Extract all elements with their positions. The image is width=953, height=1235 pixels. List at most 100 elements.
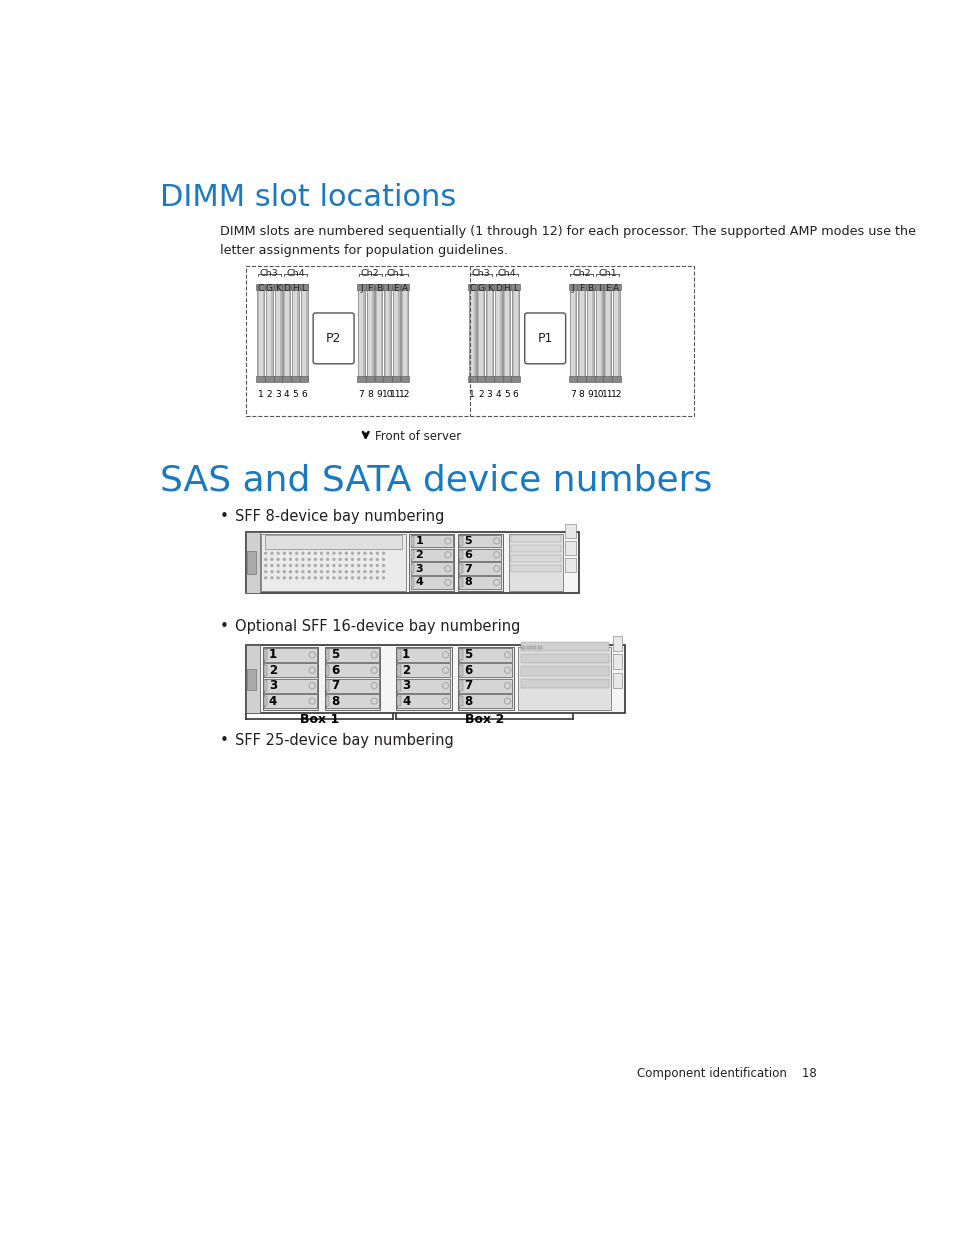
Bar [502, 284, 511, 290]
Bar [283, 284, 290, 380]
Circle shape [314, 564, 316, 567]
Text: 6: 6 [331, 663, 338, 677]
Text: P2: P2 [326, 332, 341, 345]
Bar [520, 642, 608, 651]
Bar [597, 288, 600, 378]
Bar [457, 534, 502, 592]
Text: B: B [587, 284, 593, 294]
Bar [256, 377, 265, 382]
Bar [470, 288, 474, 378]
Bar [274, 284, 282, 290]
Bar [495, 284, 501, 380]
Circle shape [290, 571, 292, 573]
Bar [291, 284, 299, 290]
Bar [359, 288, 363, 378]
Text: Ch2: Ch2 [360, 269, 379, 278]
Circle shape [308, 571, 310, 573]
Circle shape [364, 558, 365, 561]
Text: C: C [469, 284, 475, 294]
Bar [384, 284, 391, 380]
Circle shape [314, 571, 316, 573]
Circle shape [277, 577, 279, 579]
Bar [292, 284, 298, 380]
Text: 2: 2 [477, 390, 483, 399]
Text: 1: 1 [402, 648, 410, 662]
Bar [274, 377, 282, 382]
Bar [410, 562, 452, 574]
Bar [588, 288, 592, 378]
Bar [459, 550, 462, 559]
Circle shape [352, 571, 353, 573]
Text: 9: 9 [375, 390, 381, 399]
Text: L: L [513, 284, 517, 294]
Bar [459, 562, 500, 574]
Bar [528, 537, 532, 540]
Bar [512, 537, 516, 540]
Bar [258, 288, 262, 378]
Text: 8: 8 [464, 694, 472, 708]
Text: DIMM slots are numbered sequentially (1 through 12) for each processor. The supp: DIMM slots are numbered sequentially (1 … [220, 225, 915, 257]
Text: L: L [301, 284, 306, 294]
Text: H: H [503, 284, 510, 294]
Bar [357, 284, 365, 380]
Bar [247, 668, 256, 690]
Text: Ch4: Ch4 [497, 269, 516, 278]
Bar [459, 680, 462, 692]
Bar [302, 288, 306, 378]
Circle shape [345, 564, 347, 567]
Bar [526, 646, 530, 648]
Circle shape [376, 577, 377, 579]
Bar [299, 377, 308, 382]
Bar [605, 288, 609, 378]
Bar [264, 679, 316, 693]
Bar [564, 541, 575, 555]
Text: K: K [486, 284, 492, 294]
Text: 2: 2 [415, 550, 422, 559]
Text: A: A [613, 284, 618, 294]
Bar [521, 646, 525, 648]
Bar [326, 663, 378, 677]
Circle shape [302, 571, 304, 573]
Bar [517, 537, 521, 540]
Text: 8: 8 [367, 390, 373, 399]
Bar [564, 558, 575, 572]
Circle shape [357, 558, 359, 561]
Bar [257, 284, 264, 380]
Text: G: G [476, 284, 484, 294]
Text: 7: 7 [331, 679, 338, 692]
Bar [485, 284, 494, 290]
Circle shape [320, 571, 322, 573]
Bar [245, 531, 259, 593]
Text: I: I [598, 284, 599, 294]
Bar [468, 377, 476, 382]
Text: J: J [571, 284, 574, 294]
Bar [502, 377, 511, 382]
Circle shape [277, 564, 279, 567]
Bar [375, 377, 383, 382]
Text: E: E [393, 284, 398, 294]
Circle shape [271, 564, 273, 567]
Circle shape [364, 552, 365, 555]
Bar [265, 377, 274, 382]
Bar [494, 377, 502, 382]
Bar [326, 694, 378, 708]
Circle shape [283, 558, 285, 561]
Circle shape [320, 564, 322, 567]
Text: 4: 4 [495, 390, 500, 399]
Bar [594, 284, 602, 290]
Bar [275, 288, 279, 378]
Bar [569, 284, 576, 380]
Circle shape [290, 564, 292, 567]
Bar [375, 284, 382, 380]
Circle shape [376, 558, 377, 561]
Bar [397, 680, 400, 692]
Text: 4: 4 [269, 694, 276, 708]
Circle shape [271, 552, 273, 555]
Circle shape [345, 577, 347, 579]
Circle shape [333, 564, 335, 567]
Bar [537, 646, 541, 648]
Bar [410, 536, 414, 546]
Circle shape [283, 552, 285, 555]
Circle shape [364, 564, 365, 567]
Bar [511, 377, 519, 382]
